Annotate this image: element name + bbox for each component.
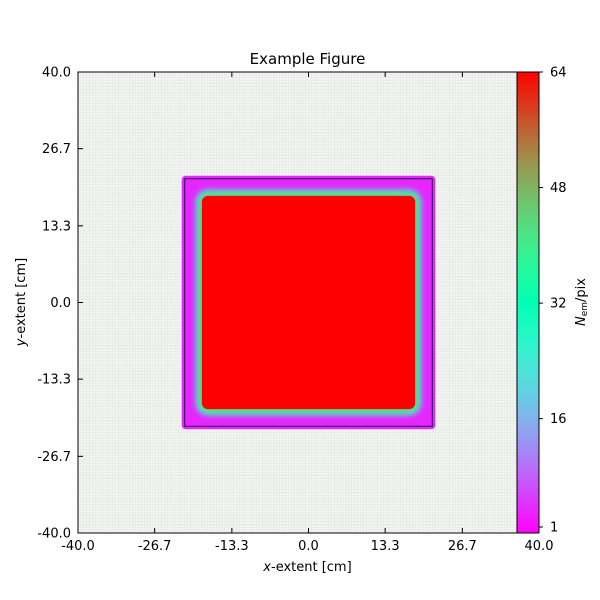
y-tick-label: 26.7 [42, 142, 71, 157]
x-axis-label-text: -extent [cm] [271, 560, 352, 575]
colorbar-tick-label: 48 [550, 181, 567, 196]
colorbar-label-sub: em [580, 302, 590, 316]
x-tick-label: -40.0 [61, 539, 95, 554]
x-axis: -40.0 -26.7 -13.3 0.0 13.3 26.7 40.0 [61, 72, 553, 554]
colorbar-tick-label: 1 [550, 521, 558, 536]
x-axis-label: x-extent [cm] [262, 560, 351, 575]
heatmap-region-inner-square-plateau [201, 195, 416, 410]
colorbar-label-var: N [574, 316, 589, 326]
y-axis-label: y-extent [cm] [14, 258, 29, 347]
x-tick-label: -26.7 [138, 539, 172, 554]
colorbar-frame [516, 71, 540, 534]
x-axis-label-var: x [262, 560, 271, 575]
plot-area [77, 71, 540, 534]
colorbar: 1 16 32 48 64 Nem/pix [516, 66, 590, 536]
chart-title: Example Figure [250, 50, 366, 68]
colorbar-tick-label: 16 [550, 412, 567, 427]
x-tick-label: -13.3 [215, 539, 249, 554]
colorbar-gradient [517, 72, 539, 533]
colorbar-tick-label: 64 [550, 66, 567, 81]
y-axis-label-var: y [14, 338, 29, 347]
x-tick-label: 0.0 [298, 539, 319, 554]
x-tick-label: 13.3 [371, 539, 400, 554]
x-tick-label: 40.0 [525, 539, 554, 554]
x-tick-label: 26.7 [448, 539, 477, 554]
colorbar-label-text: /pix [574, 278, 589, 302]
y-tick-label: 13.3 [42, 219, 71, 234]
heatmap-region-outline [184, 178, 433, 427]
y-axis: -40.0 -26.7 -13.3 0.0 13.3 26.7 40.0 [37, 66, 539, 542]
y-tick-label: -40.0 [37, 527, 71, 542]
y-tick-label: -13.3 [37, 373, 71, 388]
colorbar-label: Nem/pix [574, 278, 590, 326]
colorbar-ticks: 1 16 32 48 64 [539, 66, 567, 536]
heatmap-cells [181, 175, 436, 430]
y-tick-label: 0.0 [50, 296, 71, 311]
colorbar-tick-label: 32 [550, 297, 567, 312]
y-axis-label-text: -extent [cm] [14, 258, 29, 339]
y-tick-label: 40.0 [42, 66, 71, 81]
y-tick-label: -26.7 [37, 450, 71, 465]
